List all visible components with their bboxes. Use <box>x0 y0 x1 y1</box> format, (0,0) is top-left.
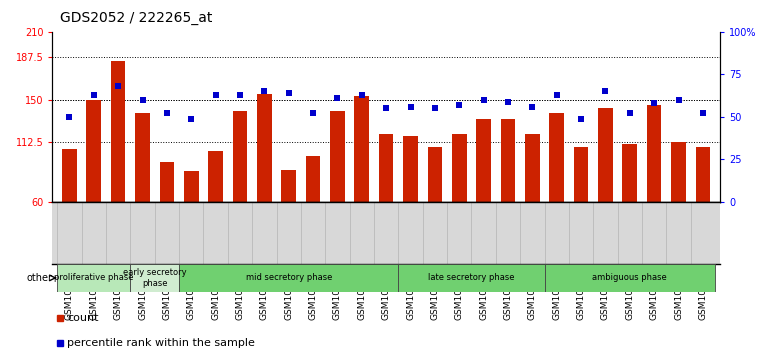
Bar <box>209 151 223 270</box>
Bar <box>354 96 369 270</box>
Point <box>234 92 246 98</box>
Bar <box>281 170 296 270</box>
Point <box>672 97 685 103</box>
Point <box>575 116 588 121</box>
Text: late secretory phase: late secretory phase <box>428 273 514 282</box>
Bar <box>62 149 77 270</box>
Bar <box>398 264 544 292</box>
Point <box>283 90 295 96</box>
Bar <box>184 171 199 270</box>
Text: proliferative phase: proliferative phase <box>54 273 133 282</box>
Bar <box>136 113 150 270</box>
Point <box>477 97 490 103</box>
Bar <box>306 156 320 270</box>
Point <box>209 92 222 98</box>
Bar <box>86 100 101 270</box>
Bar <box>695 147 710 270</box>
Bar <box>622 144 637 270</box>
Point <box>648 101 661 106</box>
Text: ambiguous phase: ambiguous phase <box>592 273 667 282</box>
Bar <box>544 264 715 292</box>
Point <box>697 110 709 116</box>
Bar <box>330 111 345 270</box>
Bar <box>159 162 174 270</box>
Bar <box>477 119 491 270</box>
Point <box>136 97 149 103</box>
Point <box>502 99 514 104</box>
Point <box>63 114 75 120</box>
Bar <box>525 134 540 270</box>
Text: other: other <box>27 273 52 283</box>
Point <box>307 110 320 116</box>
Bar <box>427 147 442 270</box>
Text: GDS2052 / 222265_at: GDS2052 / 222265_at <box>60 11 213 25</box>
Point <box>331 95 343 101</box>
Bar <box>550 113 564 270</box>
Text: percentile rank within the sample: percentile rank within the sample <box>67 338 255 348</box>
Point <box>599 88 611 94</box>
Point <box>88 92 100 98</box>
Bar <box>111 61 126 270</box>
Bar <box>647 105 661 270</box>
Bar <box>379 134 393 270</box>
Bar <box>130 264 179 292</box>
Point <box>258 88 270 94</box>
Bar <box>403 136 418 270</box>
Bar <box>257 94 272 270</box>
Bar <box>179 264 398 292</box>
Text: count: count <box>67 313 99 323</box>
Point <box>404 104 417 109</box>
Bar <box>574 147 588 270</box>
Text: early secretory
phase: early secretory phase <box>123 268 186 287</box>
Point <box>453 102 465 108</box>
Bar <box>500 119 515 270</box>
Point <box>429 105 441 111</box>
Bar <box>57 264 130 292</box>
Point <box>624 110 636 116</box>
Point <box>356 92 368 98</box>
Point <box>380 105 393 111</box>
Text: mid secretory phase: mid secretory phase <box>246 273 332 282</box>
Point <box>551 92 563 98</box>
Bar <box>233 111 247 270</box>
Point <box>526 104 538 109</box>
Bar <box>452 134 467 270</box>
Point <box>112 84 124 89</box>
Point <box>185 116 197 121</box>
Bar <box>671 142 686 270</box>
Point <box>161 110 173 116</box>
Bar <box>598 108 613 270</box>
